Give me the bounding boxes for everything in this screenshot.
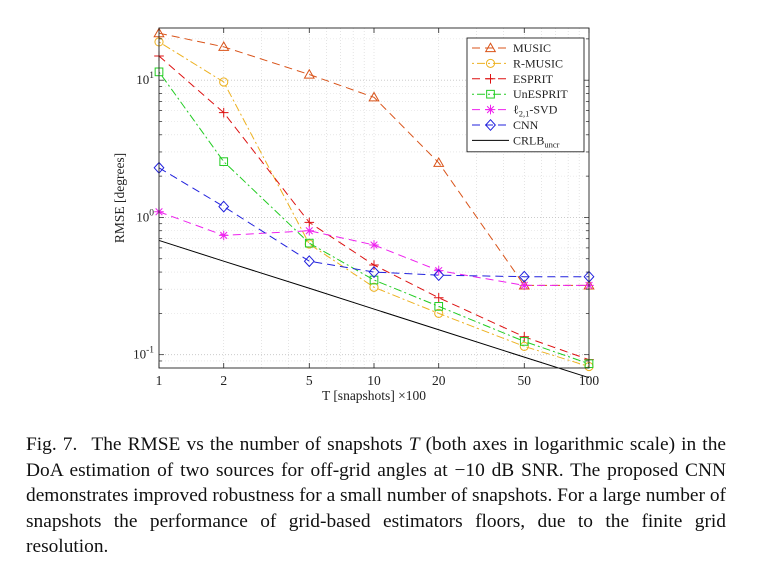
y-tick-label: 10-1	[133, 346, 154, 362]
data-point-esprit	[519, 332, 530, 342]
data-point-unesprit	[369, 275, 379, 285]
data-point-cnn	[433, 269, 445, 282]
caption-text-1: The RMSE vs the number of snapshots	[91, 434, 409, 455]
x-tick-label: 5	[306, 373, 313, 388]
data-point-music	[433, 157, 445, 167]
legend-entry-crlbuncr: CRLBuncr	[472, 133, 560, 149]
caption-text-2: (both axes in logarithmic scale) in the …	[26, 434, 726, 557]
data-point-esprit	[369, 260, 379, 270]
data-point-unesprit	[219, 157, 229, 166]
series-line-r-music	[158, 41, 590, 368]
data-point-music	[303, 68, 315, 79]
series-line-crlbuncr	[158, 239, 590, 379]
data-point--2-1-svd	[433, 265, 444, 276]
legend-label-r-music: R-MUSIC	[513, 56, 563, 70]
legend-label-music: MUSIC	[513, 41, 551, 55]
data-point-unesprit	[304, 238, 314, 248]
data-point--2-1-svd	[218, 230, 229, 241]
legend-entry-r-music: R-MUSIC	[472, 56, 563, 70]
y-tick-label: 101	[136, 71, 154, 87]
legend-entry-unesprit: UnESPRIT	[472, 87, 568, 101]
x-tick-label: 50	[518, 373, 532, 388]
data-point-r-music	[369, 282, 379, 292]
legend-entry-esprit: ESPRIT	[472, 72, 554, 86]
data-point--2-1-svd	[369, 240, 379, 250]
y-axis-label: RMSE [degrees]	[112, 153, 127, 243]
series-crlbuncr	[158, 239, 590, 379]
series-line-cnn	[158, 167, 589, 278]
legend-marker-unesprit	[486, 89, 495, 99]
data-point-esprit	[433, 292, 444, 303]
data-point-r-music	[519, 341, 529, 351]
legend-marker-cnn	[485, 118, 496, 132]
x-tick-label: 10	[367, 373, 381, 388]
legend-marker-music	[484, 42, 497, 53]
legend-label-esprit: ESPRIT	[513, 72, 554, 86]
x-tick-label: 1	[156, 373, 163, 388]
data-point-music	[368, 91, 380, 102]
series-line-unesprit	[158, 71, 590, 365]
legend-marker-esprit	[485, 74, 496, 84]
x-tick-label: 20	[432, 373, 446, 388]
x-tick-label: 100	[579, 373, 600, 388]
figure-caption: Fig. 7. The RMSE vs the number of snapsho…	[26, 432, 726, 560]
x-axis-label: T [snapshots] ×100	[322, 388, 426, 403]
legend-marker-r-music	[485, 58, 496, 68]
data-point-cnn	[368, 266, 380, 279]
y-tick-label: 100	[136, 208, 154, 224]
data-point--2-1-svd	[304, 225, 315, 236]
legend-entry--2-1-svd: ℓ2,1-SVD	[472, 103, 558, 119]
legend-entry-cnn: CNN	[472, 118, 539, 132]
data-point-r-music	[434, 308, 444, 318]
data-point-cnn	[218, 200, 230, 213]
legend-marker--2-1-svd	[485, 104, 496, 115]
legend-entry-music: MUSIC	[472, 41, 551, 55]
data-point-cnn	[518, 270, 530, 283]
data-point--2-1-svd	[519, 280, 530, 291]
legend-label-crlbuncr: CRLBuncr	[513, 133, 560, 149]
data-point-unesprit	[434, 302, 444, 311]
series-line-music	[158, 32, 589, 286]
series-cnn	[153, 161, 595, 283]
data-point-music	[218, 41, 230, 51]
legend-label-cnn: CNN	[513, 118, 539, 132]
legend-label-unesprit: UnESPRIT	[513, 87, 568, 101]
caption-math-t: T	[408, 434, 420, 455]
data-point-r-music	[219, 77, 229, 87]
data-point-esprit	[218, 107, 229, 118]
axes: 1 2 5 10 20 50 100 101 100 10-1	[133, 28, 599, 388]
data-point-unesprit	[519, 337, 529, 346]
legend-label--2-1-svd: ℓ2,1-SVD	[513, 103, 558, 119]
rmse-vs-snapshots-chart: 1 2 5 10 20 50 100 101 100 10-1 T [snapshots] ×10…	[112, 27, 599, 403]
data-point-esprit	[304, 217, 315, 228]
x-tick-label: 2	[220, 373, 227, 388]
caption-label: Fig. 7.	[26, 434, 78, 455]
data-point-cnn	[303, 255, 315, 268]
